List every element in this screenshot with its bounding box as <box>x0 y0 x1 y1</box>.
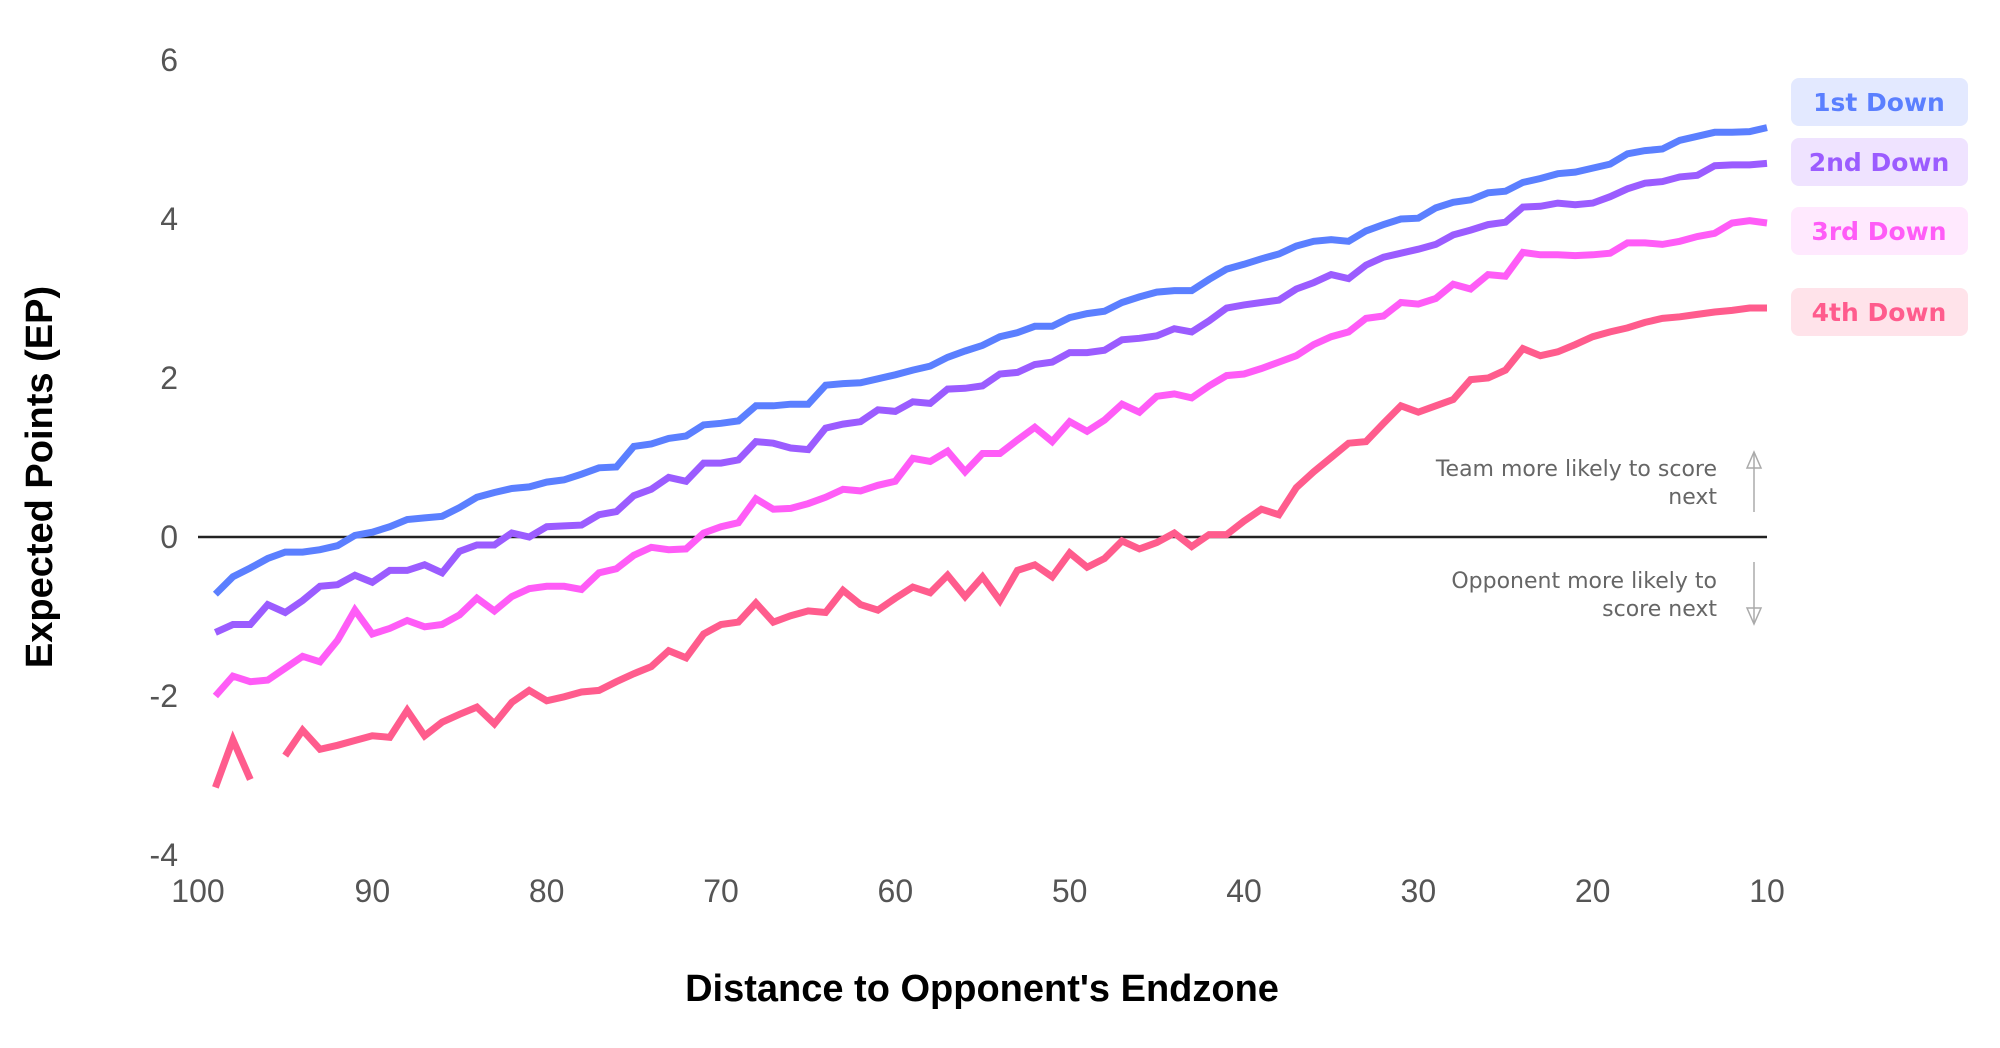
x-tick-label: 30 <box>1401 873 1437 909</box>
y-tick-label: 6 <box>160 42 178 78</box>
arrow-down-icon <box>1745 562 1763 626</box>
legend-item: 1st Down <box>1791 78 1968 126</box>
x-tick-label: 40 <box>1226 873 1262 909</box>
legend-swatch <box>1791 78 1968 126</box>
y-tick-label: -4 <box>150 837 178 873</box>
series-lines <box>212 124 1768 789</box>
annotation-team-line2: next <box>1668 485 1717 510</box>
series-line-2 <box>213 159 1768 636</box>
legend-label: 2nd Down <box>1809 148 1950 177</box>
x-tick-label: 80 <box>529 873 565 909</box>
x-tick-label: 60 <box>878 873 914 909</box>
legend-item: 3rd Down <box>1791 207 1968 255</box>
y-tick-label: -2 <box>150 678 178 714</box>
legend-label: 4th Down <box>1812 298 1947 327</box>
series-line-4 <box>212 304 1767 789</box>
arrow-up-icon <box>1745 450 1763 512</box>
annotation-opponent-line1: Opponent more likely to <box>1451 569 1717 594</box>
legend-item: 4th Down <box>1791 288 1968 336</box>
y-axis-title: Expected Points (EP) <box>19 286 61 668</box>
annotation-opponent-line2: score next <box>1602 597 1717 622</box>
x-tick-labels: 100 90 80 70 60 50 40 30 20 10 <box>171 873 1784 909</box>
legend-label: 3rd Down <box>1811 217 1946 246</box>
y-tick-label: 4 <box>160 201 178 237</box>
x-tick-label: 50 <box>1052 873 1088 909</box>
legend-label: 1st Down <box>1813 88 1945 117</box>
x-tick-label: 20 <box>1575 873 1611 909</box>
annotation-team-line1: Team more likely to score <box>1435 457 1717 482</box>
legend-swatch <box>1791 207 1968 255</box>
legend: 1st Down 2nd Down 3rd Down 4th Down <box>1791 78 1968 336</box>
annotation-opponent: Opponent more likely to score next <box>1451 562 1763 626</box>
y-tick-label: 0 <box>160 519 178 555</box>
series-line-3 <box>212 217 1768 699</box>
annotation-team: Team more likely to score next <box>1435 450 1763 512</box>
legend-swatch <box>1791 138 1968 186</box>
x-tick-label: 70 <box>703 873 739 909</box>
legend-swatch <box>1791 288 1968 336</box>
x-tick-label: 10 <box>1749 873 1785 909</box>
series-line-1 <box>212 124 1768 597</box>
x-tick-label: 100 <box>171 873 224 909</box>
legend-item: 2nd Down <box>1791 138 1968 186</box>
y-tick-label: 2 <box>160 360 178 396</box>
x-axis-title: Distance to Opponent's Endzone <box>685 968 1279 1010</box>
x-tick-label: 90 <box>355 873 391 909</box>
y-tick-labels: 6 4 2 0 -2 -4 <box>150 42 178 873</box>
